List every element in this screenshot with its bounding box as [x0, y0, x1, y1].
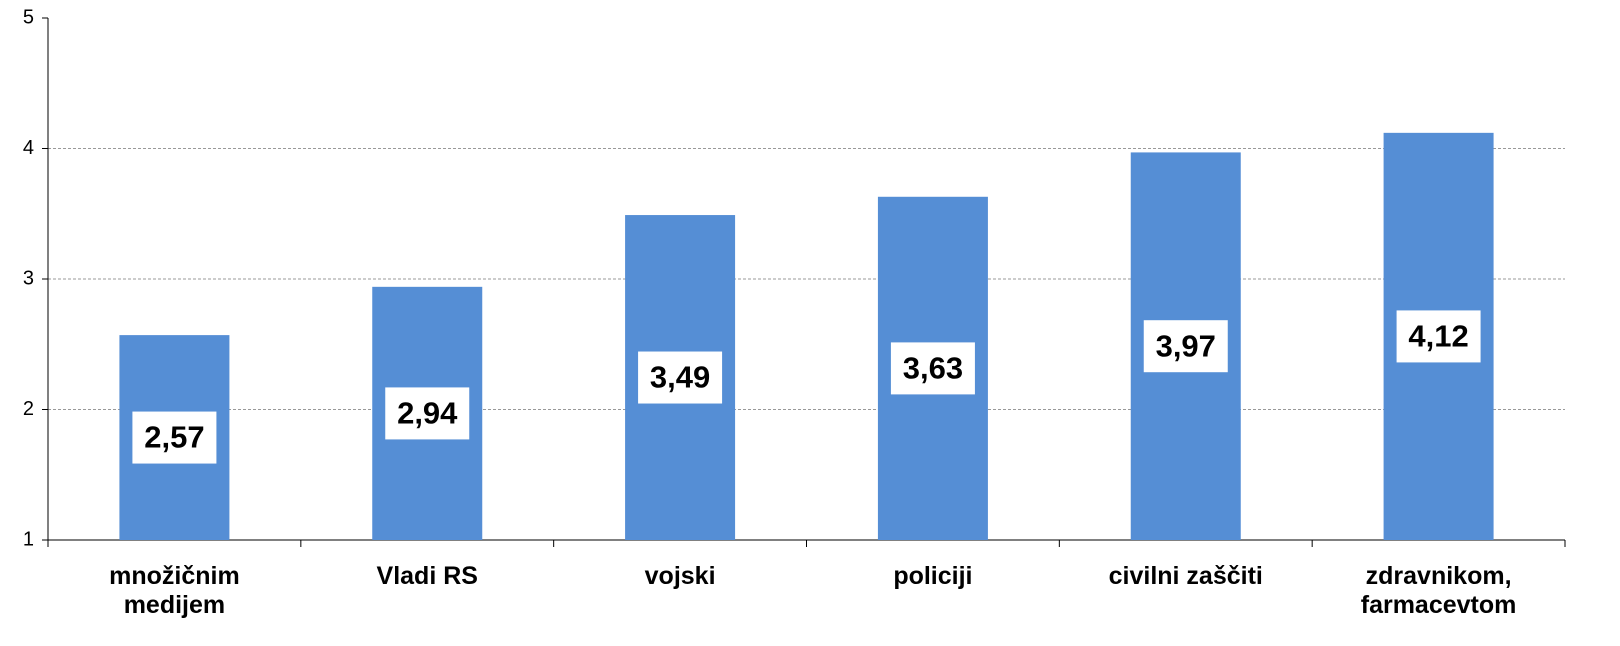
value-label: 3,49	[650, 360, 710, 395]
x-tick-label: zdravnikom, farmacevtom	[1360, 562, 1517, 619]
value-label: 3,97	[1156, 328, 1216, 363]
x-tick-label: Vladi RS	[376, 562, 478, 590]
value-label-box	[385, 387, 470, 440]
value-label-box	[1396, 310, 1481, 363]
value-label-box	[890, 342, 975, 395]
value-label: 3,63	[903, 351, 963, 386]
y-tick-label: 5	[23, 6, 34, 28]
value-label-box	[638, 351, 723, 404]
x-tick-label: civilni zaščiti	[1108, 562, 1263, 590]
value-label-box	[132, 411, 217, 464]
x-tick-label: policiji	[893, 562, 973, 590]
value-label: 4,12	[1408, 319, 1468, 354]
x-tick-label: vojski	[644, 562, 716, 590]
y-tick-label: 4	[23, 137, 34, 159]
y-tick-label: 1	[23, 528, 34, 550]
value-label-box	[1143, 320, 1228, 373]
y-tick-label: 3	[23, 267, 34, 289]
y-tick-label: 2	[23, 398, 34, 420]
x-tick-label: množičnim medijem	[109, 562, 240, 619]
value-label: 2,57	[144, 420, 204, 455]
value-label: 2,94	[397, 396, 458, 431]
